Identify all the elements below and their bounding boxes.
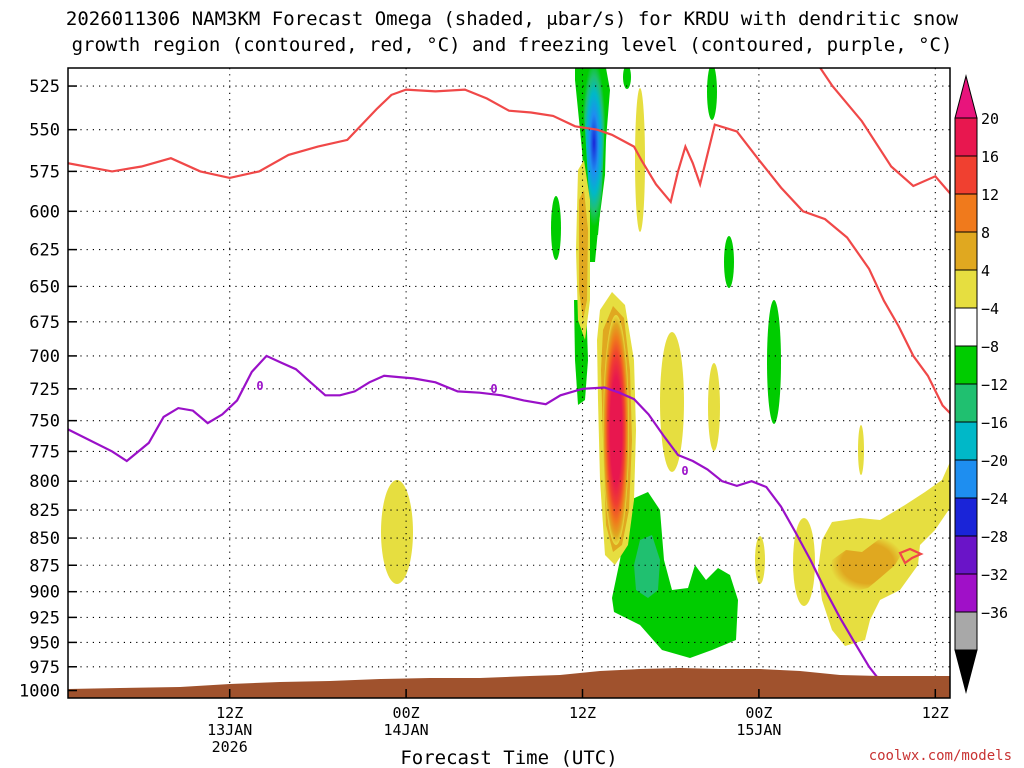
y-axis: 525 550 575 600 625 650 675 700 725 750 775 800 825 8… — [19, 77, 77, 702]
x-tick-label: 12Z — [216, 704, 243, 722]
freezing-level-label: 0 — [681, 464, 688, 478]
colorbar-label: −16 — [981, 414, 1008, 432]
contours — [68, 68, 950, 687]
y-tick-label: 675 — [29, 313, 60, 333]
credit-text: coolwx.com/models — [869, 748, 1012, 764]
freezing-level-contour — [68, 354, 885, 687]
x-tick-label: 15JAN — [736, 721, 781, 739]
y-tick-label: 725 — [29, 380, 60, 400]
y-tick-label: 1000 — [19, 682, 60, 702]
omega-negative-small-3 — [724, 236, 734, 288]
colorbar-swatch — [954, 459, 978, 499]
colorbar-label: 8 — [981, 224, 990, 242]
omega-positive-blob-2 — [660, 332, 684, 472]
omega-positive-blob-3 — [708, 363, 720, 451]
y-tick-label: 625 — [29, 241, 60, 261]
x-tick-label: 12Z — [922, 704, 949, 722]
colorbar-swatch — [954, 421, 978, 461]
colorbar-swatch — [954, 307, 978, 347]
colorbar-swatch — [954, 535, 978, 575]
omega-negative-small-1 — [551, 196, 561, 260]
y-tick-label: 550 — [29, 121, 60, 141]
omega-shading — [381, 68, 950, 658]
colorbar-swatch — [954, 269, 978, 309]
colorbar-label: −24 — [981, 490, 1008, 508]
omega-negative-lower-cluster — [612, 492, 738, 658]
x-tick-label: 14JAN — [384, 721, 429, 739]
x-tick-label: 12Z — [569, 704, 596, 722]
terrain-ground — [68, 668, 950, 698]
omega-positive-blob-4 — [755, 536, 765, 584]
x-tick-label: 00Z — [745, 704, 772, 722]
freezing-level-label: 0 — [256, 379, 263, 393]
dendritic-growth-contour-lower — [68, 88, 950, 415]
colorbar-label: −20 — [981, 452, 1008, 470]
x-axis-title: Forecast Time (UTC) — [400, 747, 617, 768]
omega-positive-strip-right — [635, 88, 645, 232]
y-tick-label: 875 — [29, 556, 60, 576]
dendritic-growth-contour-upper-right — [818, 68, 950, 196]
colorbar-label: 16 — [981, 148, 999, 166]
colorbar-swatch — [954, 573, 978, 613]
omega-positive-lower-right-orange — [830, 535, 905, 592]
colorbar-swatch — [954, 611, 978, 651]
y-tick-label: 800 — [29, 472, 60, 492]
colorbar-label: −28 — [981, 528, 1008, 546]
y-tick-label: 525 — [29, 77, 60, 97]
colorbar-bottom-arrow — [954, 649, 978, 694]
colorbar-label: −8 — [981, 338, 999, 356]
y-tick-label: 575 — [29, 162, 60, 182]
y-tick-label: 600 — [29, 202, 60, 222]
plot-frame — [67, 67, 951, 699]
omega-negative-small-2 — [707, 68, 717, 120]
omega-positive-tower-core — [603, 315, 629, 545]
y-tick-label: 750 — [29, 412, 60, 432]
omega-negative-lower-teal — [634, 535, 660, 598]
chart-title-line-2: growth region (contoured, red, °C) and f… — [72, 34, 953, 56]
omega-positive-blob-6 — [858, 425, 864, 475]
omega-positive-blob-1 — [381, 480, 413, 584]
colorbar-label: 12 — [981, 186, 999, 204]
grid-lines — [68, 68, 950, 698]
colorbar: 20 16 12 8 4 −4 −8 −12 −16 −20 −24 −28 −32 −36 — [954, 74, 1008, 694]
colorbar-label: −32 — [981, 566, 1008, 584]
colorbar-label: −4 — [981, 300, 999, 318]
freezing-level-label: 0 — [490, 382, 497, 396]
colorbar-label: −36 — [981, 604, 1008, 622]
colorbar-swatch — [954, 345, 978, 385]
colorbar-swatch — [954, 155, 978, 195]
colorbar-top-arrow — [954, 74, 978, 119]
colorbar-swatch — [954, 383, 978, 423]
x-tick-label: 13JAN — [207, 721, 252, 739]
colorbar-swatch — [954, 117, 978, 157]
colorbar-swatch — [954, 231, 978, 271]
colorbar-swatch — [954, 497, 978, 537]
x-tick-label: 2026 — [212, 738, 248, 756]
y-tick-label: 900 — [29, 583, 60, 603]
y-tick-label: 950 — [29, 633, 60, 653]
x-tick-label: 00Z — [393, 704, 420, 722]
y-tick-label: 825 — [29, 501, 60, 521]
y-tick-label: 650 — [29, 277, 60, 297]
freezing-level-labels: 0 0 0 — [256, 379, 688, 478]
omega-negative-core — [582, 68, 606, 235]
colorbar-swatch — [954, 193, 978, 233]
y-tick-label: 700 — [29, 347, 60, 367]
colorbar-label: 20 — [981, 110, 999, 128]
y-tick-label: 925 — [29, 608, 60, 628]
y-tick-label: 975 — [29, 658, 60, 678]
plot-area: 0 0 0 — [68, 68, 950, 698]
omega-positive-strip-left-orange — [579, 190, 588, 320]
omega-negative-small-4 — [767, 300, 781, 424]
y-tick-label: 775 — [29, 442, 60, 462]
chart-title-line-1: 2026011306 NAM3KM Forecast Omega (shaded… — [66, 8, 959, 30]
colorbar-label: −12 — [981, 376, 1008, 394]
dendritic-growth-contour-small-loop — [898, 547, 924, 565]
colorbar-label: 4 — [981, 262, 990, 280]
omega-negative-small-5 — [623, 68, 631, 89]
y-tick-label: 850 — [29, 529, 60, 549]
